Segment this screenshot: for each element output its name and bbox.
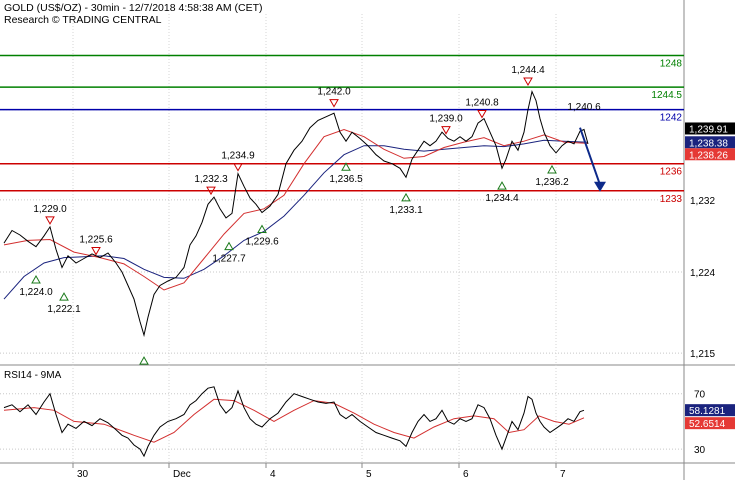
level-label: 1248 (660, 58, 683, 69)
swing-low-marker (497, 181, 507, 190)
swing-low-label: 1,227.7 (212, 254, 246, 265)
swing-high-label: 1,232.3 (194, 174, 228, 185)
swing-low-marker (59, 292, 69, 301)
swing-low-label: 1,224.0 (19, 287, 53, 298)
rsi-panel: RSI14 - 9MA 70 30 58.1281 52.6514 (0, 370, 735, 458)
x-tick-label: 6 (463, 469, 469, 480)
swing-low-marker (224, 241, 234, 251)
price-tag (685, 136, 735, 149)
price-axis: 1,232 1,224 1,215 1,239.91 1,238.381,238.26 (685, 122, 735, 360)
support-resistance-levels: 1248 1244.5 1242 1236 1233 (0, 54, 684, 205)
x-tick-label: Dec (173, 469, 191, 480)
swing-low-marker (341, 162, 351, 171)
price-series (3, 90, 606, 338)
swing-low-marker (139, 356, 149, 365)
price-tag-label: 1,238.26 (689, 150, 728, 161)
research-credit: Research © TRADING CENTRAL (4, 14, 162, 26)
swing-high-marker (329, 99, 339, 108)
swing-annotations: 1,229.0 1,225.6 1,232.3 1,234.9 1,242.0 1,239… (19, 65, 601, 365)
price-tag (685, 148, 735, 161)
rsi-ma-line (3, 398, 585, 443)
swing-low-label: 1,236.2 (535, 177, 569, 188)
y-tick-label: 1,215 (690, 349, 715, 360)
swing-low-label: 1,229.6 (245, 236, 279, 247)
swing-low-marker (547, 164, 557, 174)
swing-high-label: 1,240.8 (465, 97, 499, 108)
price-tag-label: 1,238.38 (689, 138, 728, 149)
swing-high-label: 1,225.6 (79, 235, 113, 246)
swing-low-label: 1,233.1 (389, 205, 423, 216)
level-label: 1244.5 (651, 90, 682, 101)
swing-low-label: 1,236.5 (329, 174, 363, 185)
rsi-tick-label: 70 (694, 390, 706, 401)
ma-blue-line (3, 139, 589, 300)
price-tag-label: 1,239.91 (689, 124, 728, 135)
level-label: 1236 (660, 167, 683, 178)
level-label: 1242 (660, 113, 683, 124)
rsi-tag (685, 404, 735, 417)
rsi-tick-label: 30 (694, 445, 706, 456)
chart-title: GOLD (US$/OZ) - 30min - 12/7/2018 4:58:3… (4, 2, 263, 14)
time-axis: 30 Dec 4 5 6 7 (72, 463, 566, 480)
forecast-arrow-head (594, 181, 606, 192)
x-tick-label: 30 (77, 469, 89, 480)
swing-high-marker (91, 247, 101, 256)
price-tag (685, 122, 735, 135)
swing-high-marker (233, 163, 243, 172)
swing-high-label: 1,239.0 (429, 114, 463, 125)
level-label: 1233 (660, 194, 683, 205)
forecast-arrow-line (579, 127, 601, 186)
rsi-tag-label: 58.1281 (689, 406, 726, 417)
swing-low-marker (257, 224, 267, 233)
swing-low-label: 1,222.1 (47, 304, 81, 315)
x-tick-label: 7 (560, 469, 566, 480)
swing-low-marker (401, 192, 411, 202)
x-tick-label: 4 (270, 469, 276, 480)
rsi-tag (685, 417, 735, 430)
swing-high-label: 1,234.9 (221, 151, 255, 162)
swing-high-marker (441, 126, 451, 135)
swing-low-marker (31, 274, 41, 284)
rsi-title: RSI14 - 9MA (4, 370, 62, 381)
swing-high-marker (523, 77, 533, 86)
swing-high-label: 1,240.6 (567, 102, 601, 113)
swing-high-label: 1,242.0 (317, 87, 351, 98)
rsi-line (3, 386, 585, 458)
y-tick-label: 1,232 (690, 196, 715, 207)
x-tick-label: 5 (366, 469, 372, 480)
rsi-tag-label: 52.6514 (689, 419, 726, 430)
swing-high-marker (206, 186, 216, 196)
swing-high-label: 1,244.4 (511, 65, 545, 76)
price-line (3, 90, 589, 338)
y-tick-label: 1,224 (690, 268, 715, 279)
swing-high-marker (45, 216, 55, 225)
ma-red-line (3, 128, 589, 291)
swing-low-label: 1,234.4 (485, 193, 519, 204)
swing-high-marker (477, 109, 487, 119)
swing-high-label: 1,229.0 (33, 204, 67, 215)
